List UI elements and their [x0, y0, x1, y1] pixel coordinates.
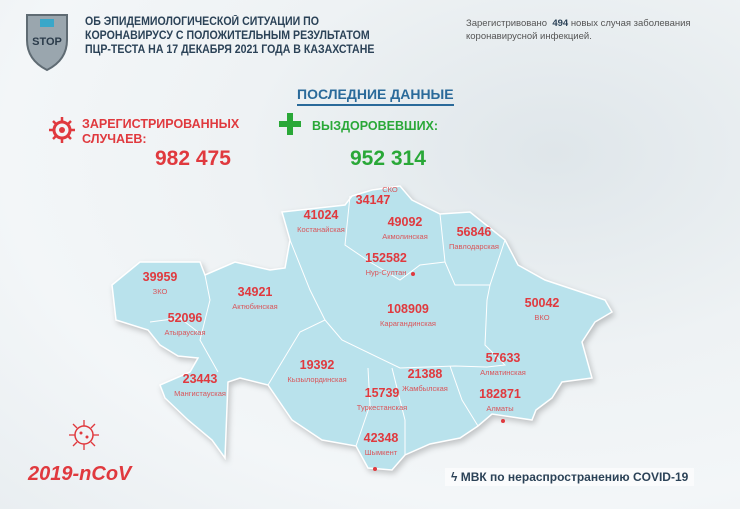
region-vko: 50042 ВКО — [524, 296, 560, 322]
title-line: ОБ ЭПИДЕМИОЛОГИЧЕСКОЙ СИТУАЦИИ ПО — [85, 16, 319, 28]
coronavirus-icon — [69, 420, 99, 450]
region-karaganda: 108909 Карагандинская — [380, 302, 436, 328]
region-akmola: 49092 Акмолинская — [382, 215, 428, 241]
region-sko-value: 34147 — [355, 193, 391, 207]
title-line: КОРОНАВИРУСУ С ПОЛОЖИТЕЛЬНЫМ РЕЗУЛЬТАТОМ — [85, 30, 370, 42]
region-mangistau: 23443 Мангистауская — [174, 372, 226, 398]
region-zko: 39959 ЗКО — [142, 270, 178, 296]
recovered-label: ВЫЗДОРОВЕВШИХ: — [312, 119, 439, 133]
region-borders — [149, 195, 507, 455]
latest-data-heading: ПОСЛЕДНИЕ ДАННЫЕ — [297, 86, 454, 106]
region-nur-sultan: 152582 Нур-Султан — [365, 251, 407, 277]
recovered-count: 952 314 — [350, 147, 426, 170]
region-kostanay: 41024 Костанайская — [297, 208, 345, 234]
region-turkestan: 15739 Туркестанская — [356, 386, 408, 412]
region-zhambyl: 21388 Жамбылская — [402, 367, 448, 393]
mvk-footer: ϟ МВК по нераспространению COVID-19 — [445, 468, 695, 486]
logo-text: STOP — [32, 36, 62, 48]
new-cases-note: Зарегистривовано 494 новых случая заболе… — [466, 18, 691, 42]
registered-count: 982 475 — [155, 147, 231, 170]
title-line: ПЦР-ТЕСТА НА 17 ДЕКАБРЯ 2021 ГОДА В КАЗА… — [85, 44, 375, 56]
region-almaty-city: 182871 Алматы — [479, 387, 521, 413]
lightning-icon: ϟ — [451, 470, 458, 484]
region-sko: СКО — [382, 185, 398, 194]
new-cases-count: 494 — [552, 18, 569, 29]
page-title: ОБ ЭПИДЕМИОЛОГИЧЕСКОЙ СИТУАЦИИ ПО КОРОНА… — [85, 15, 374, 57]
plus-icon — [279, 113, 301, 135]
registered-label: ЗАРЕГИСТРИРОВАННЫХ СЛУЧАЕВ: — [82, 117, 240, 146]
nur-sultan-dot — [411, 272, 415, 276]
ncov-label: 2019-nCoV — [28, 463, 132, 485]
region-almaty-oblast: 57633 Алматинская — [480, 351, 526, 377]
region-pavlodar: 56846 Павлодарская — [449, 225, 499, 251]
region-aktobe: 34921 Актюбинская — [232, 285, 278, 311]
shymkent-dot — [373, 467, 377, 471]
region-shymkent: 42348 Шымкент — [363, 431, 399, 457]
almaty-dot — [501, 419, 505, 423]
region-atyrau: 52096 Атырауская — [164, 311, 206, 337]
region-kyzylorda: 19392 Кызылординская — [287, 358, 347, 384]
stop-shield-logo: STOP — [26, 14, 68, 72]
virus-icon — [49, 117, 75, 143]
